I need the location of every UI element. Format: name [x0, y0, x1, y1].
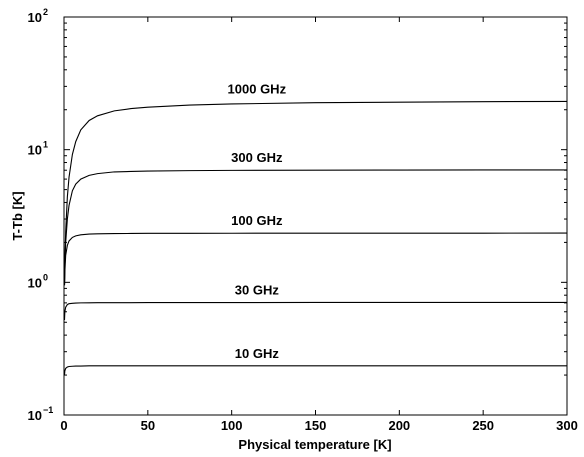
x-tick-label: 150 — [305, 418, 327, 433]
axis-ticks — [63, 16, 568, 416]
y-tick-exponent: 0 — [43, 272, 48, 282]
x-axis-label: Physical temperature [K] — [238, 437, 391, 452]
x-tick-labels: 0 50 100 150 200 250 300 — [60, 418, 577, 433]
series-line — [63, 301, 567, 321]
x-tick-label: 100 — [221, 418, 243, 433]
series-line — [63, 100, 568, 285]
y-tick-exponent: 2 — [43, 7, 48, 17]
x-tick-label: 200 — [388, 418, 410, 433]
series-label: 100 GHz — [231, 213, 283, 228]
x-tick-label: 50 — [141, 418, 155, 433]
x-tick-label: 250 — [472, 418, 494, 433]
series-line — [63, 232, 568, 286]
series-labels: 1000 GHz 300 GHz 100 GHz 30 GHz 10 GHz — [228, 81, 287, 360]
y-tick-exponent: 1 — [43, 140, 48, 150]
y-tick-label: 10 — [28, 408, 42, 423]
series-label: 10 GHz — [235, 346, 280, 361]
x-tick-label: 300 — [556, 418, 578, 433]
y-axis-label: T-Tb [K] — [10, 191, 25, 240]
y-tick-exponent: −1 — [43, 405, 53, 415]
series-line — [63, 169, 568, 286]
y-tick-label: 10 — [28, 143, 42, 158]
y-tick-label: 10 — [28, 10, 42, 25]
plot-frame — [63, 16, 568, 416]
series-label: 30 GHz — [235, 282, 280, 297]
series-label: 1000 GHz — [228, 81, 287, 96]
y-tick-label: 10 — [28, 275, 42, 290]
series-label: 300 GHz — [231, 150, 283, 165]
series-line — [63, 365, 567, 376]
series-curves — [63, 100, 568, 376]
x-tick-label: 0 — [60, 418, 67, 433]
